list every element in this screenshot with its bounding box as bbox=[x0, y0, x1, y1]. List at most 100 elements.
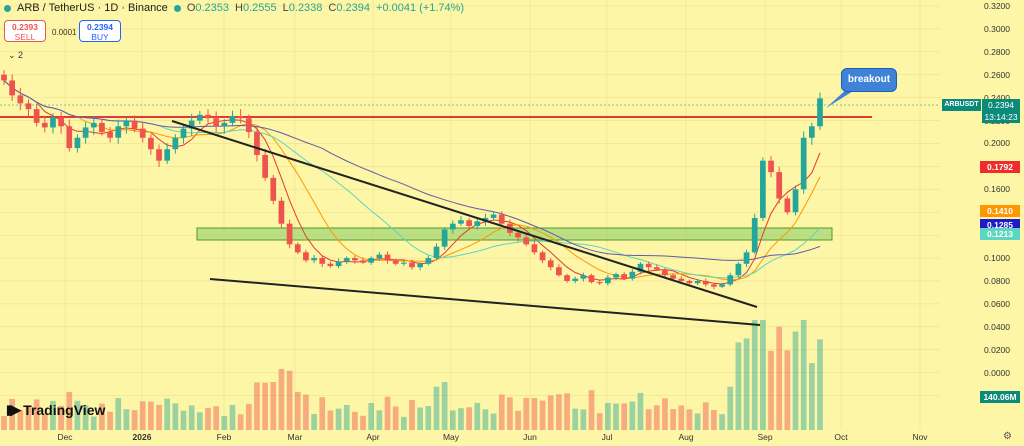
volume-bar bbox=[425, 406, 432, 430]
tradingview-logo-icon: ▮▶ bbox=[6, 402, 21, 417]
x-tick-label: Apr bbox=[366, 432, 380, 442]
candle-body bbox=[523, 237, 530, 245]
candle-body bbox=[50, 117, 56, 128]
candle-body bbox=[417, 263, 424, 268]
candle-body bbox=[123, 120, 130, 127]
volume-bar bbox=[343, 405, 350, 430]
candles bbox=[1, 70, 823, 290]
volume-tag: 140.06M bbox=[980, 391, 1020, 403]
volume-bar bbox=[384, 396, 391, 430]
volume-bar bbox=[156, 404, 162, 430]
volume-bar bbox=[205, 407, 211, 430]
candle-body bbox=[637, 263, 644, 272]
volume-bar bbox=[482, 409, 489, 430]
candle-body bbox=[311, 258, 317, 261]
collapse-indicators-button[interactable]: ⌄ 2 bbox=[8, 50, 24, 60]
volume-bar bbox=[523, 397, 530, 430]
volume-bar bbox=[286, 370, 293, 430]
candle-body bbox=[392, 260, 399, 264]
volume-bar bbox=[74, 400, 81, 430]
volume-bar bbox=[294, 392, 301, 430]
candle-body bbox=[645, 263, 652, 268]
sell-label: SELL bbox=[14, 32, 36, 42]
candle-body bbox=[735, 263, 742, 276]
volume-bar bbox=[33, 399, 40, 430]
candle-body bbox=[319, 258, 326, 264]
candle-body bbox=[670, 275, 676, 279]
volume-bars bbox=[1, 320, 823, 430]
spread-value: 0.0001 bbox=[52, 28, 77, 37]
volume-bar bbox=[653, 405, 660, 430]
lower-trendline bbox=[209, 278, 761, 326]
feed-status-icon bbox=[173, 4, 181, 12]
candle-body bbox=[221, 122, 228, 127]
candle-body bbox=[9, 80, 16, 96]
sell-price: 0.2393 bbox=[12, 22, 38, 32]
bar-countdown: 13:14:23 bbox=[984, 112, 1018, 122]
volume-bar bbox=[817, 339, 823, 430]
candle-body bbox=[384, 254, 391, 261]
volume-bar bbox=[727, 386, 734, 430]
volume-bar bbox=[270, 382, 277, 430]
volume-bar bbox=[417, 407, 424, 430]
candle-body bbox=[588, 275, 595, 283]
sell-button[interactable]: 0.2393 SELL bbox=[4, 20, 46, 42]
logo-text: TradingView bbox=[23, 402, 106, 418]
volume-bar bbox=[115, 398, 122, 430]
settings-gear-icon[interactable]: ⚙ bbox=[1003, 431, 1012, 442]
candle-body bbox=[629, 271, 636, 279]
candle-body bbox=[115, 126, 122, 138]
x-tick-label: May bbox=[442, 432, 460, 442]
candle-body bbox=[164, 149, 171, 161]
candle-body bbox=[343, 258, 350, 262]
x-tick-label: Oct bbox=[834, 432, 848, 442]
candle-body bbox=[17, 95, 24, 104]
buy-button[interactable]: 0.2394 BUY bbox=[79, 20, 121, 42]
candle-body bbox=[278, 200, 285, 224]
ma-fast-line bbox=[3, 80, 821, 285]
volume-bar bbox=[670, 409, 676, 430]
volume-bar bbox=[1, 416, 7, 430]
x-tick-label: Jul bbox=[601, 432, 613, 442]
y-tick-label: 0.2400 bbox=[984, 92, 1010, 103]
y-tick-label: 0.0400 bbox=[984, 321, 1010, 332]
candle-body bbox=[564, 275, 570, 281]
candle-body bbox=[425, 258, 432, 264]
candle-body bbox=[352, 258, 358, 261]
market-status-icon bbox=[4, 4, 11, 12]
close-label: C bbox=[328, 2, 337, 14]
candle-body bbox=[262, 154, 268, 178]
volume-bar bbox=[498, 394, 505, 430]
candle-body bbox=[596, 282, 603, 284]
x-tick-label: Sep bbox=[757, 432, 773, 442]
candle-body bbox=[498, 214, 505, 224]
candle-body bbox=[613, 274, 619, 278]
volume-bar bbox=[474, 402, 481, 430]
y-tick-label: 0.3000 bbox=[984, 23, 1010, 34]
moving-averages bbox=[3, 80, 821, 285]
candle-body bbox=[678, 278, 685, 281]
volume-bar bbox=[466, 407, 472, 430]
candle-body bbox=[711, 284, 717, 287]
candle-body bbox=[433, 246, 440, 259]
high-value: 0.2555 bbox=[242, 2, 277, 14]
volume-bar bbox=[662, 398, 668, 430]
candle-body bbox=[335, 261, 342, 267]
x-tick-label: 2026 bbox=[132, 432, 152, 442]
tradingview-logo[interactable]: ▮▶ TradingView bbox=[6, 402, 105, 418]
volume-bar bbox=[564, 393, 570, 430]
ma-mid-line bbox=[3, 80, 821, 281]
volume-bar bbox=[368, 403, 375, 430]
volume-bar bbox=[539, 400, 546, 430]
candle-body bbox=[25, 103, 32, 110]
volume-bar bbox=[148, 401, 154, 430]
volume-bar bbox=[188, 405, 195, 430]
volume-bar bbox=[254, 382, 260, 430]
y-tick-label: 0.1000 bbox=[984, 253, 1010, 264]
candle-body bbox=[466, 220, 472, 226]
volume-bar bbox=[303, 394, 309, 430]
volume-bar bbox=[547, 395, 554, 430]
volume-bar bbox=[629, 401, 636, 430]
volume-bar bbox=[776, 326, 783, 430]
